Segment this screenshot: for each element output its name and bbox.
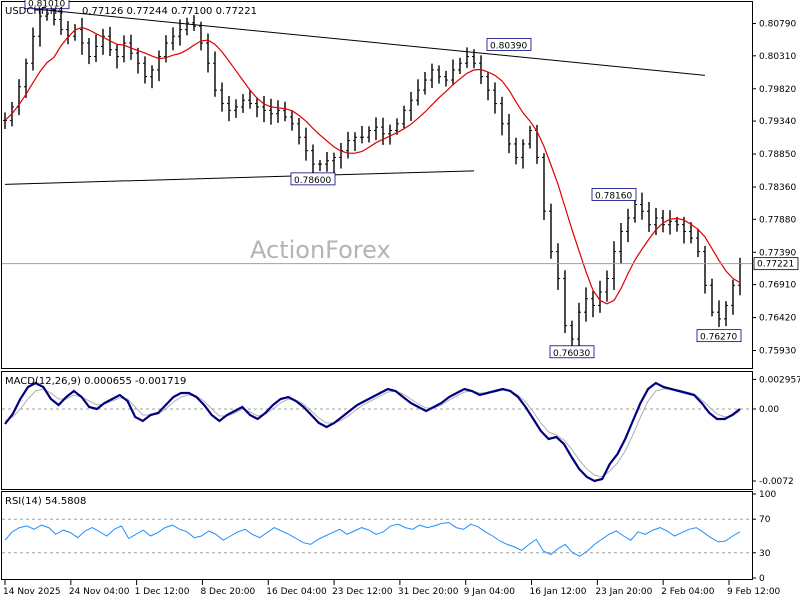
time-tick-3: 8 Dec 20:00 bbox=[200, 587, 255, 597]
candlesticks bbox=[3, 0, 742, 351]
macd-axis: 0.002957 0.00 -0.0072 bbox=[752, 375, 800, 487]
macd-label: MACD(12,26,9) 0.000655 -0.001719 bbox=[5, 376, 186, 387]
current-price-tag-text: 0.77221 bbox=[757, 260, 794, 270]
trendlines bbox=[4, 8, 706, 185]
price-tick-5: 0.78360 bbox=[759, 183, 796, 193]
time-tick-6: 31 Dec 20:00 bbox=[398, 587, 459, 597]
rsi-tick-2: 30 bbox=[759, 549, 771, 559]
macd-panel-frame bbox=[1, 371, 753, 490]
time-tick-8: 16 Jan 12:00 bbox=[530, 587, 587, 597]
rsi-tick-1: 70 bbox=[759, 515, 771, 525]
time-tick-1: 24 Nov 04:00 bbox=[69, 587, 130, 597]
price-panel-frame bbox=[1, 1, 753, 369]
time-tick-7: 9 Jan 04:00 bbox=[464, 587, 516, 597]
annotation-box-4 bbox=[549, 345, 595, 359]
annotation-3: 0.78160 bbox=[595, 191, 632, 201]
price-tick-0: 0.80790 bbox=[759, 20, 796, 30]
rsi-tick-0: 100 bbox=[759, 490, 776, 500]
support-trendline bbox=[4, 170, 475, 185]
rsi-axis: 100 70 30 0 bbox=[752, 490, 776, 584]
annotation-box-1 bbox=[486, 38, 532, 51]
annotation-box-5 bbox=[696, 329, 742, 343]
annotation-box-2 bbox=[290, 172, 336, 186]
price-tick-9: 0.76420 bbox=[759, 314, 796, 324]
time-tick-2: 1 Dec 12:00 bbox=[135, 587, 190, 597]
watermark: ActionForex bbox=[250, 236, 391, 264]
ohlc-readout: 0.77126 0.77244 0.77100 0.77221 bbox=[82, 6, 257, 17]
price-tick-10: 0.75930 bbox=[759, 347, 796, 357]
price-tick-4: 0.78850 bbox=[759, 150, 796, 160]
macd-line bbox=[4, 381, 741, 483]
time-tick-10: 2 Feb 04:00 bbox=[661, 587, 715, 597]
annotation-2: 0.78600 bbox=[294, 176, 331, 186]
annotation-1: 0.80390 bbox=[490, 41, 527, 51]
resistance-trendline bbox=[32, 8, 706, 76]
rsi-tick-3: 0 bbox=[759, 574, 765, 584]
rsi-line bbox=[4, 522, 741, 557]
time-tick-11: 9 Feb 12:00 bbox=[727, 587, 781, 597]
rsi-label: RSI(14) 54.5808 bbox=[5, 496, 86, 507]
annotation-0: 0.81010 bbox=[28, 0, 65, 10]
time-tick-4: 16 Dec 04:00 bbox=[266, 587, 327, 597]
macd-tick-0: 0.002957 bbox=[759, 375, 800, 385]
price-tick-8: 0.76910 bbox=[759, 281, 796, 291]
macd-tick-1: 0.00 bbox=[759, 405, 779, 415]
macd-signal-line bbox=[4, 388, 741, 478]
price-tick-3: 0.79340 bbox=[759, 117, 796, 127]
time-tick-0: 14 Nov 2025 bbox=[3, 587, 61, 597]
moving-average-line bbox=[4, 26, 741, 305]
rsi-panel-frame bbox=[1, 491, 753, 580]
current-price-tag: 0.77221 bbox=[753, 257, 799, 271]
time-tick-9: 23 Jan 20:00 bbox=[595, 587, 652, 597]
current-price-tag-bg bbox=[753, 257, 799, 271]
annotation-4: 0.76030 bbox=[553, 349, 590, 359]
price-axis: 0.80790 0.80310 0.79820 0.79340 0.78850 0.783… bbox=[752, 20, 796, 357]
annotation-5: 0.76270 bbox=[700, 333, 737, 343]
time-tick-5: 23 Dec 12:00 bbox=[332, 587, 393, 597]
annotation-box-0 bbox=[24, 0, 70, 10]
price-tick-1: 0.80310 bbox=[759, 52, 796, 62]
price-annotations: 0.81010 0.80390 0.78600 0.78160 0.76030 0.762… bbox=[24, 0, 742, 359]
price-tick-2: 0.79820 bbox=[759, 85, 796, 95]
price-tick-7: 0.77390 bbox=[759, 248, 796, 258]
annotation-box-3 bbox=[591, 188, 637, 201]
macd-tick-2: -0.0072 bbox=[759, 477, 794, 487]
symbol-label: USDCHF,H4 bbox=[5, 6, 64, 17]
price-tick-6: 0.77880 bbox=[759, 215, 796, 225]
time-axis: 14 Nov 2025 24 Nov 04:00 1 Dec 12:00 8 Dec … bbox=[3, 580, 781, 597]
